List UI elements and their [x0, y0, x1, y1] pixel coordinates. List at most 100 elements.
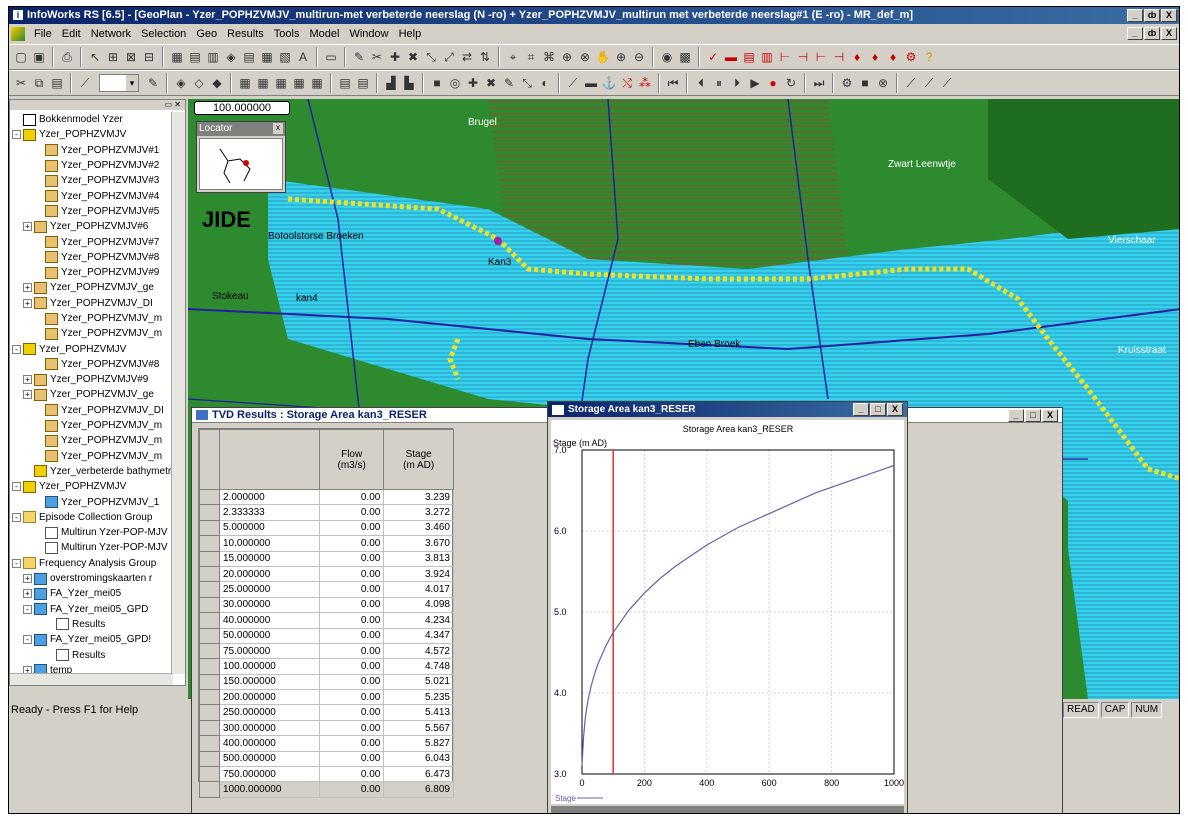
loop-icon[interactable]: ↻ — [785, 76, 797, 90]
node-marker[interactable] — [494, 237, 502, 245]
table-row[interactable]: 50.000000 0.00 4.347 — [199, 627, 454, 644]
flow-cell[interactable]: 0.00 — [318, 658, 385, 675]
section-icon[interactable]: ⊢ — [779, 50, 791, 64]
collapse-icon[interactable]: - — [23, 604, 32, 614]
tree-item[interactable]: + FA_Yzer_mei05 — [10, 586, 173, 601]
table-row[interactable]: 20.000000 0.00 3.924 — [199, 565, 454, 583]
flow-cell[interactable]: 0.00 — [318, 719, 385, 737]
menu-file[interactable]: File — [34, 28, 52, 40]
select-arrow-icon[interactable]: ↖ — [89, 50, 101, 64]
table-view-icon[interactable]: ▤ — [189, 50, 201, 64]
edit-tool-icon[interactable]: ⊕ — [561, 50, 573, 64]
expand-icon[interactable]: + — [23, 222, 32, 232]
tvd-close-button[interactable]: X — [1042, 409, 1058, 422]
table-row[interactable]: 100.000000 0.00 4.748 — [199, 658, 454, 675]
run-tool-icon[interactable]: ◐ — [541, 76, 549, 90]
globe-icon[interactable]: ◉ — [661, 50, 673, 64]
section-icon[interactable]: ⊣ — [797, 50, 809, 64]
grid-view-icon[interactable]: ▦ — [275, 76, 287, 90]
time-cell[interactable]: 5.000000 — [219, 519, 320, 537]
tree-item[interactable]: Yzer_POPHZVMJV#2 — [10, 158, 173, 173]
locator-title-bar[interactable]: Locator x — [197, 122, 285, 136]
step-back-icon[interactable]: ⏴ — [697, 76, 704, 90]
run-tool-icon[interactable]: ■ — [433, 76, 441, 90]
tree-item[interactable]: Yzer_POPHZVMJV_m — [10, 418, 173, 433]
locator-close-button[interactable]: x — [273, 123, 283, 134]
menu-selection[interactable]: Selection — [141, 28, 187, 40]
tree-item[interactable]: Yzer_POPHZVMJV_m — [10, 433, 173, 448]
close-animation-icon[interactable]: ⊗ — [877, 76, 889, 90]
time-cell[interactable]: 15.000000 — [219, 550, 320, 567]
draw-line-icon[interactable]: ⟋ — [568, 76, 578, 90]
river-reach-highlight[interactable] — [447, 338, 461, 380]
locator-view[interactable] — [199, 138, 283, 190]
network-icon[interactable]: ◈ — [176, 76, 186, 90]
tree-item[interactable]: Yzer_verbeterde bathymetr — [10, 464, 173, 479]
row-header-corner[interactable] — [199, 429, 220, 490]
tvd-grid[interactable]: Flow (m3/s) Stage (m AD) 2.000000 0.00 3.2… — [198, 428, 454, 798]
time-cell[interactable]: 500.000000 — [219, 750, 320, 768]
collapse-icon[interactable]: - — [12, 512, 21, 522]
print-icon[interactable]: ⎙ — [62, 50, 72, 64]
tree-item[interactable]: Yzer_POPHZVMJV_m — [10, 311, 173, 326]
stop-icon[interactable]: ■ — [861, 76, 869, 90]
table-row[interactable]: 300.000000 0.00 5.567 — [199, 719, 454, 737]
time-column-header[interactable] — [219, 429, 320, 490]
table-view-icon[interactable]: ▧ — [279, 50, 291, 64]
stage-cell[interactable]: 3.460 — [383, 519, 454, 537]
mdi-restore-button[interactable]: ȸ — [1144, 27, 1160, 40]
stage-cell[interactable]: 5.413 — [383, 704, 454, 721]
row-header[interactable] — [199, 565, 220, 583]
run-tool-icon[interactable]: ✖ — [485, 76, 497, 90]
graph-minimize-button[interactable]: _ — [853, 403, 869, 416]
row-header[interactable] — [199, 642, 220, 660]
edit-tool-icon[interactable]: ⤡ — [426, 50, 436, 64]
expand-icon[interactable]: + — [23, 283, 32, 293]
locator-window[interactable]: Locator x — [196, 121, 286, 193]
record-icon[interactable]: ● — [769, 76, 777, 90]
row-header[interactable] — [199, 735, 220, 752]
row-header[interactable] — [199, 581, 220, 598]
stage-cell[interactable]: 4.572 — [383, 642, 454, 660]
time-cell[interactable]: 250.000000 — [219, 704, 320, 721]
mdi-close-button[interactable]: X — [1161, 27, 1177, 40]
time-cell[interactable]: 200.000000 — [219, 689, 320, 706]
flow-cell[interactable]: 0.00 — [318, 550, 385, 567]
time-cell[interactable]: 100.000000 — [219, 658, 320, 675]
table-view-icon[interactable]: ▤ — [339, 76, 351, 90]
row-header[interactable] — [199, 658, 220, 675]
flow-cell[interactable]: 0.00 — [318, 504, 385, 521]
mdi-minimize-button[interactable]: _ — [1127, 27, 1143, 40]
save-icon[interactable]: ▣ — [33, 50, 45, 64]
collapse-icon[interactable]: - — [12, 482, 21, 492]
collapse-icon[interactable]: - — [12, 558, 21, 568]
time-cell[interactable]: 150.000000 — [219, 673, 320, 691]
help-icon[interactable]: ? — [925, 50, 933, 64]
tree-item[interactable]: - Frequency Analysis Group — [10, 556, 173, 571]
explorer-vertical-scrollbar[interactable] — [171, 112, 185, 674]
flow-column-header[interactable]: Flow (m3/s) — [318, 429, 385, 490]
profile-icon[interactable]: ♦ — [853, 50, 861, 64]
title-bar[interactable]: i InfoWorks RS [6.5] - [GeoPlan - Yzer_PO… — [9, 7, 1179, 24]
expand-icon[interactable]: + — [23, 589, 32, 599]
table-row[interactable]: 40.000000 0.00 4.234 — [199, 612, 454, 629]
line-tool-icon[interactable]: ⟋ — [80, 76, 90, 90]
edit-tool-icon[interactable]: ✚ — [389, 50, 401, 64]
fast-forward-icon[interactable]: ⏭ — [813, 76, 825, 90]
tree-item[interactable]: + Yzer_POPHZVMJV_DI — [10, 296, 173, 311]
select-tool-icon[interactable]: ⊠ — [125, 50, 137, 64]
tree-item[interactable]: - Yzer_POPHZVMJV — [10, 127, 173, 142]
tree-item[interactable]: - FA_Yzer_mei05_GPD — [10, 602, 173, 617]
edit-tool-icon[interactable]: ⤢ — [444, 50, 454, 64]
flow-cell[interactable]: 0.00 — [318, 488, 385, 506]
time-cell[interactable]: 1000.000000 — [219, 781, 320, 798]
tree-item[interactable]: Results — [10, 617, 173, 632]
expand-icon[interactable]: + — [23, 375, 32, 385]
grid-view-icon[interactable]: ▦ — [257, 76, 269, 90]
tree-item[interactable]: Multirun Yzer-POP-MJV — [10, 525, 173, 540]
tree-item[interactable]: - Episode Collection Group — [10, 510, 173, 525]
tree-item[interactable]: Yzer_POPHZVMJV#9 — [10, 265, 173, 280]
table-view-icon[interactable]: ▤ — [743, 50, 755, 64]
time-cell[interactable]: 50.000000 — [219, 627, 320, 644]
time-cell[interactable]: 750.000000 — [219, 766, 320, 783]
